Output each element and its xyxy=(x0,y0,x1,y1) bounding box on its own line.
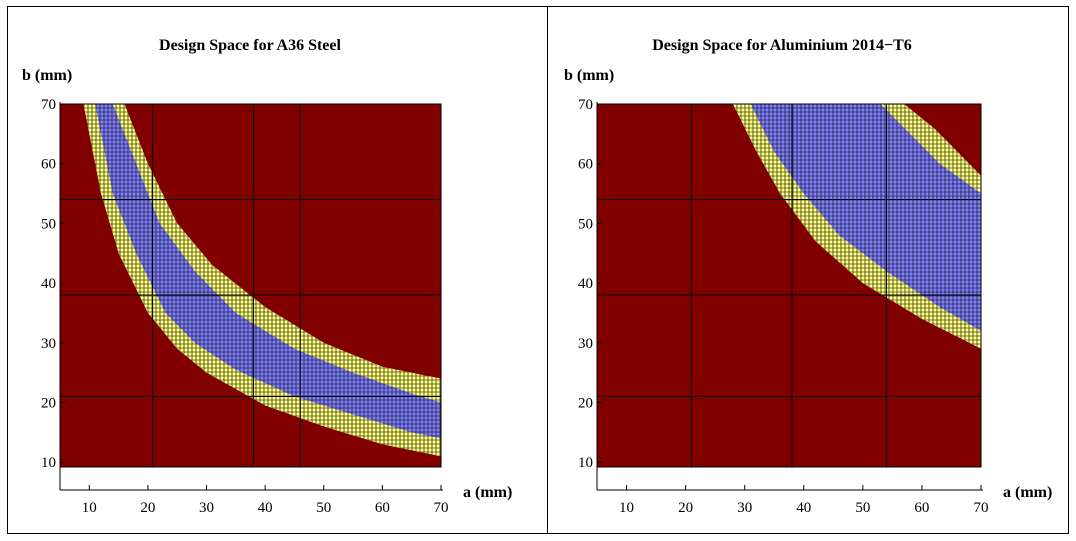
panel-divider xyxy=(547,6,548,534)
x-tick-label: 20 xyxy=(140,500,155,516)
y-tick-label: 20 xyxy=(578,396,593,412)
y-tick-label: 60 xyxy=(41,157,56,173)
chart-title: Design Space for A36 Steel xyxy=(159,37,341,54)
axes: 10 20 30 40 50 60 70 10 20 30 40 50 60 70 xyxy=(578,97,989,516)
x-tick-label: 30 xyxy=(199,500,214,516)
y-tick-label: 10 xyxy=(41,455,56,471)
plot-area xyxy=(596,103,982,468)
subdivision-lines xyxy=(597,104,981,467)
axes: 10 20 30 40 50 60 70 10 20 30 40 50 60 70 xyxy=(41,97,449,516)
chart-panel-steel: Design Space for A36 Steel b (mm) a (mm)… xyxy=(22,37,512,516)
x-tick-label: 70 xyxy=(974,500,989,516)
y-tick-label: 10 xyxy=(578,455,593,471)
x-tick-label: 30 xyxy=(737,500,752,516)
y-tick-label: 70 xyxy=(578,97,593,113)
y-tick-label: 40 xyxy=(578,276,593,292)
y-tick-label: 50 xyxy=(41,216,56,232)
chart-panel-aluminium: Design Space for Aluminium 2014−T6 b (mm… xyxy=(564,37,1052,516)
x-tick-label: 40 xyxy=(258,500,273,516)
y-axis-label: b (mm) xyxy=(564,67,614,84)
y-tick-label: 30 xyxy=(41,336,56,352)
x-tick-label: 60 xyxy=(375,500,390,516)
y-axis-label: b (mm) xyxy=(22,67,72,84)
plot-area xyxy=(59,103,442,468)
x-axis-label: a (mm) xyxy=(1003,484,1052,501)
y-tick-label: 20 xyxy=(41,396,56,412)
y-tick-label: 60 xyxy=(578,157,593,173)
x-tick-label: 10 xyxy=(619,500,634,516)
subdivision-lines xyxy=(60,104,441,467)
x-tick-label: 50 xyxy=(855,500,870,516)
x-tick-label: 70 xyxy=(434,500,449,516)
x-tick-label: 50 xyxy=(316,500,331,516)
region-feasible xyxy=(750,104,981,331)
y-tick-label: 70 xyxy=(41,97,56,113)
figure-frame xyxy=(7,6,1069,534)
y-tick-label: 30 xyxy=(578,336,593,352)
x-tick-label: 60 xyxy=(914,500,929,516)
y-tick-label: 40 xyxy=(41,276,56,292)
y-tick-label: 50 xyxy=(578,216,593,232)
chart-title: Design Space for Aluminium 2014−T6 xyxy=(652,37,912,54)
x-tick-label: 20 xyxy=(678,500,693,516)
x-tick-label: 40 xyxy=(796,500,811,516)
x-axis-label: a (mm) xyxy=(463,484,512,501)
x-tick-label: 10 xyxy=(82,500,97,516)
